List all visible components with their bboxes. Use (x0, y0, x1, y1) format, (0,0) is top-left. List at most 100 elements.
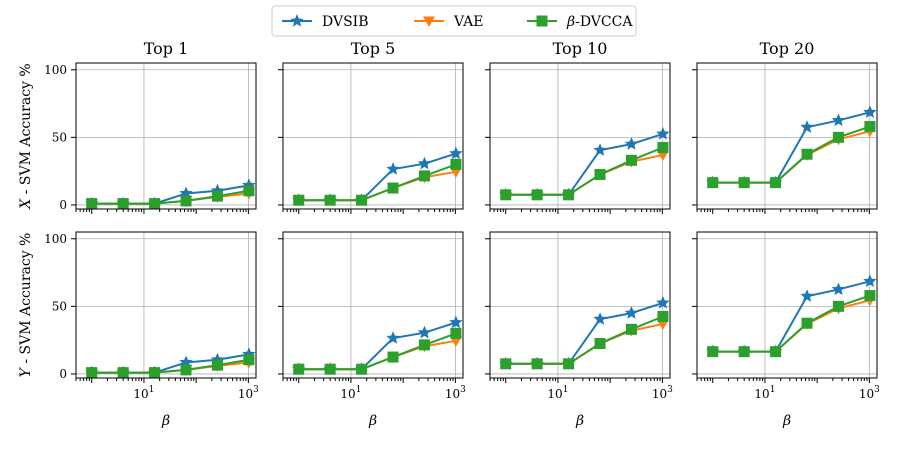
x-tick-label: 101 (340, 385, 361, 401)
y-axis-label: X - SVM Accuracy % (18, 63, 34, 209)
data-point (624, 306, 639, 319)
data-point (149, 367, 161, 379)
data-point (117, 367, 129, 379)
legend-marker (290, 14, 304, 27)
data-point (500, 358, 512, 370)
data-point (707, 346, 719, 358)
data-point (293, 194, 305, 206)
series-line-vae (505, 153, 664, 196)
data-point (594, 338, 606, 350)
x-tick-base: 10 (859, 387, 874, 401)
data-point (243, 354, 255, 366)
y-axis-label-var: X (18, 198, 34, 210)
axes-frame (75, 231, 257, 379)
data-point (149, 198, 161, 210)
data-point (594, 169, 606, 181)
data-point (707, 177, 719, 189)
y-tick-label: 50 (52, 130, 67, 144)
data-point (531, 189, 543, 201)
data-point (625, 323, 637, 335)
panel-title: Top 20 (760, 39, 815, 58)
axes-frame (696, 231, 878, 379)
axes-frame (75, 62, 257, 210)
data-point (211, 190, 223, 202)
data-point (656, 150, 669, 161)
axes-frame (696, 62, 878, 210)
x-tick-base: 10 (238, 387, 253, 401)
data-point (449, 336, 462, 347)
data-point (738, 346, 750, 358)
data-point (356, 194, 368, 206)
legend-entry-2: β-DVCCA (527, 14, 633, 30)
legend-entry-0: DVSIB (282, 14, 369, 30)
x-tick-label: 103 (859, 385, 880, 401)
y-tick-label: 50 (52, 299, 67, 313)
data-point (324, 194, 336, 206)
legend-label-greek: β (566, 14, 575, 30)
x-tick-label: 101 (754, 385, 775, 401)
x-tick-exponent: 3 (667, 385, 673, 395)
x-tick-base: 10 (652, 387, 667, 401)
axes-frame (489, 231, 671, 379)
data-point (293, 363, 305, 375)
data-point (418, 339, 430, 351)
data-point (417, 325, 432, 339)
data-point (449, 146, 463, 160)
data-point (624, 137, 639, 150)
panel-r1-c3: 101 103 β (692, 231, 880, 429)
legend-label-rest: -DVCCA (575, 14, 633, 30)
x-tick-base: 10 (340, 387, 355, 401)
data-point (386, 331, 400, 344)
data-point (449, 167, 462, 178)
axes-frame (489, 62, 671, 210)
legend-entry-1: VAE (414, 14, 484, 30)
x-tick-base: 10 (547, 387, 562, 401)
y-tick-label: 100 (44, 63, 67, 77)
panel-r0-c2: Top 10 (485, 39, 671, 214)
data-point (387, 351, 399, 363)
data-point (563, 358, 575, 370)
panel-r0-c1: Top 5 (278, 39, 464, 214)
data-point (801, 148, 813, 160)
x-tick-base: 10 (445, 387, 460, 401)
data-point (531, 358, 543, 370)
legend-frame (271, 5, 637, 37)
series-line-vae (712, 299, 871, 353)
data-point (831, 113, 846, 127)
x-axis-label: β (161, 413, 170, 429)
panel-title: Top 1 (144, 39, 189, 58)
data-point (86, 367, 98, 379)
data-point (625, 154, 637, 166)
data-point (800, 120, 814, 133)
data-point (657, 141, 669, 153)
data-point (563, 189, 575, 201)
data-point (656, 295, 670, 309)
data-point (180, 195, 192, 207)
legend: DVSIB VAE β-DVCCA (271, 5, 637, 37)
axes-frame (282, 62, 464, 210)
x-tick-label: 103 (445, 385, 466, 401)
series-line-vae (712, 130, 871, 184)
y-tick-label: 100 (44, 232, 67, 246)
data-point (831, 282, 846, 296)
data-point (86, 198, 98, 210)
x-tick-label: 103 (652, 385, 673, 401)
x-tick-exponent: 3 (460, 385, 466, 395)
x-axis-label: β (782, 413, 791, 429)
series-line-dvcca (91, 358, 250, 374)
data-point (593, 143, 607, 156)
data-point (656, 126, 670, 140)
x-tick-exponent: 3 (874, 385, 880, 395)
x-tick-label: 101 (133, 385, 154, 401)
data-point (386, 162, 400, 175)
x-tick-exponent: 1 (356, 385, 362, 395)
x-tick-base: 10 (133, 387, 148, 401)
panel-r0-c3: Top 20 (692, 39, 878, 214)
series-line-dvsib (712, 280, 871, 353)
y-axis-label-rest: - SVM Accuracy % (18, 233, 34, 368)
